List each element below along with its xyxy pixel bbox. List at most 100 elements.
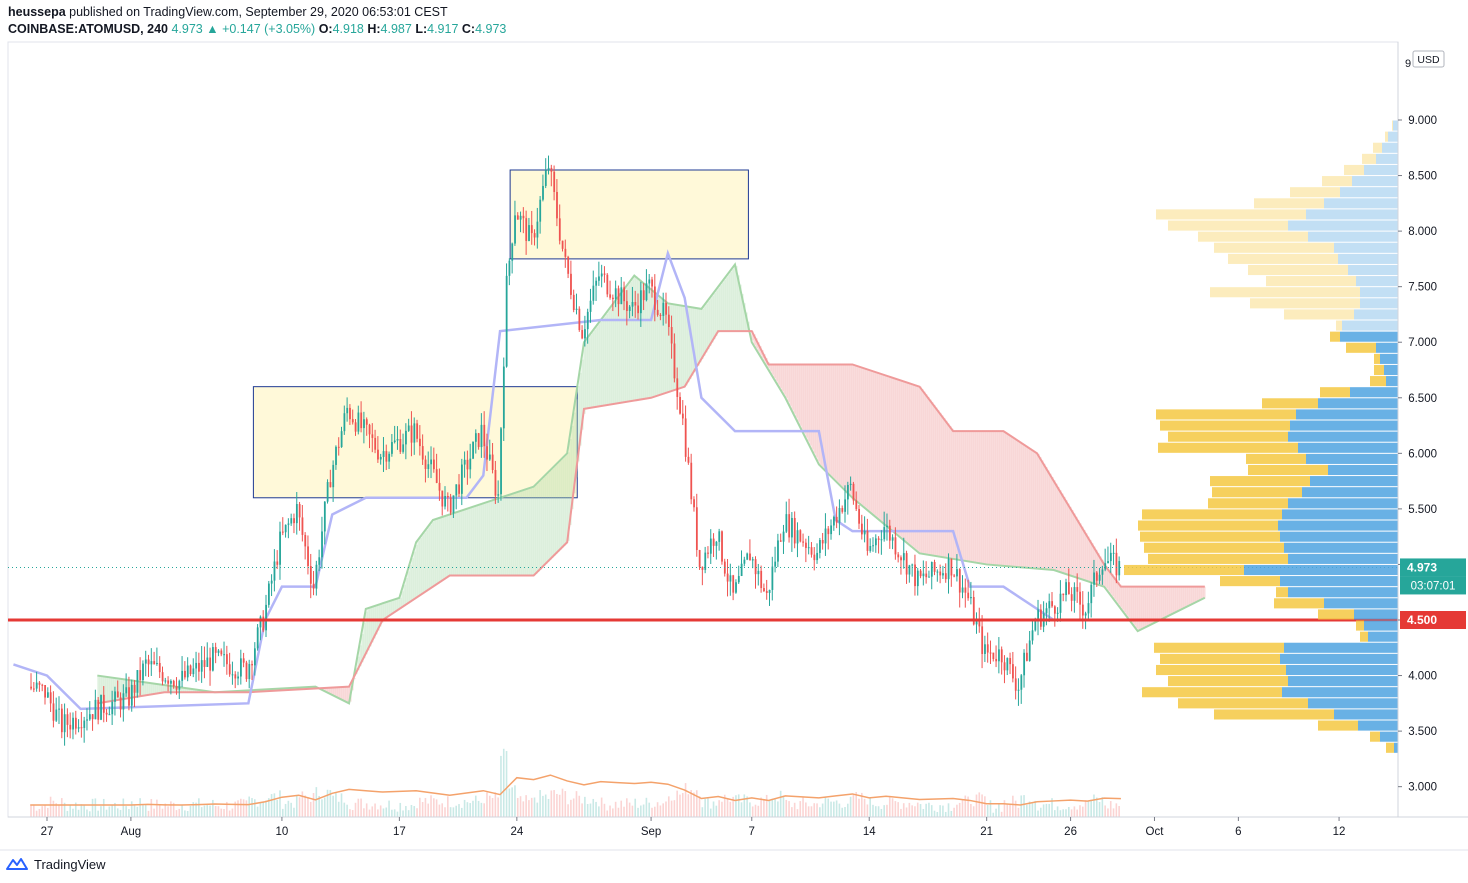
x-tick-label: 6	[1235, 826, 1241, 838]
candle	[1062, 593, 1065, 602]
cloud-slice	[1103, 563, 1106, 587]
volume-bar	[357, 798, 360, 817]
cloud-slice	[1171, 586, 1174, 615]
candle	[589, 288, 592, 323]
volume-bar	[598, 806, 600, 817]
candle	[346, 397, 349, 422]
volume-bar	[880, 808, 883, 817]
cloud-slice	[841, 364, 844, 487]
volume-bar	[133, 804, 136, 817]
volume-bar	[323, 797, 326, 817]
candle	[735, 579, 737, 594]
candle-body	[273, 561, 276, 581]
volume-bar	[964, 795, 967, 817]
volume-bar	[586, 803, 589, 817]
candle-body	[883, 527, 886, 540]
cloud-slice	[633, 276, 636, 401]
candle	[740, 550, 743, 577]
candle-body	[245, 662, 248, 680]
candle-body	[63, 714, 66, 733]
candle-body	[1101, 569, 1104, 575]
volume-bar	[528, 800, 530, 817]
cloud-slice	[1157, 586, 1160, 622]
cloud-slice	[891, 377, 894, 530]
cloud-slice	[577, 386, 580, 462]
volume-bar	[944, 811, 947, 817]
volume-bar	[175, 810, 178, 817]
cloud-slice	[1083, 530, 1086, 580]
vp-up-bar	[1356, 276, 1398, 287]
candle-body	[256, 627, 259, 649]
volume-bar	[911, 805, 913, 817]
vp-up-bar	[1348, 264, 1398, 276]
cloud-slice	[571, 425, 574, 510]
volume-bar	[119, 809, 122, 817]
vp-down-bar	[1346, 342, 1376, 353]
volume-bar	[821, 803, 824, 817]
candle	[458, 474, 460, 498]
cloud-slice	[1185, 586, 1188, 608]
cloud-slice	[409, 564, 412, 603]
volume-bar	[1109, 801, 1112, 817]
cloud-slice	[817, 364, 820, 462]
candle	[237, 671, 240, 686]
volume-bar	[262, 801, 264, 817]
volume-bar	[617, 807, 620, 817]
cloud-slice	[1115, 579, 1118, 602]
cloud-slice	[517, 492, 520, 576]
cloud-slice	[383, 603, 386, 620]
volume-bar	[634, 798, 637, 817]
volume-bar	[139, 798, 141, 817]
candle	[315, 560, 318, 596]
volume-bar	[712, 801, 715, 817]
candle-body	[751, 559, 754, 561]
cloud-slice	[361, 634, 364, 663]
candle-body	[956, 569, 958, 577]
candle-body	[1009, 658, 1012, 665]
volume-bar	[1118, 806, 1120, 817]
cloud-slice	[1063, 496, 1066, 574]
candle	[1040, 604, 1042, 630]
price-axis-bg	[1399, 42, 1468, 817]
volume-bar	[942, 805, 944, 817]
support-price-tag	[1400, 610, 1466, 629]
candle	[570, 260, 572, 300]
candle	[852, 481, 855, 505]
volume-bar	[421, 802, 424, 817]
cloud-slice	[881, 374, 884, 522]
candle-body	[922, 573, 925, 577]
cloud-slice	[945, 420, 948, 558]
cloud-slice	[939, 412, 942, 557]
cloud-slice	[1141, 586, 1144, 630]
volume-bar	[995, 808, 997, 817]
candle-body	[869, 546, 872, 551]
tradingview-footer[interactable]: TradingView	[6, 855, 106, 873]
volume-bar	[399, 802, 402, 817]
candle	[595, 277, 598, 301]
cloud-slice	[445, 515, 448, 579]
volume-bar	[231, 808, 234, 817]
volume-bar	[726, 798, 729, 817]
volume-bar	[228, 810, 231, 817]
candle	[206, 642, 209, 668]
candle-body	[337, 446, 340, 448]
volume-bar	[1093, 794, 1095, 817]
cloud-slice	[1023, 444, 1026, 568]
candle	[606, 273, 609, 298]
cloud-slice	[579, 372, 582, 446]
cloud-slice	[367, 608, 370, 651]
candle	[550, 164, 553, 187]
volume-bar	[491, 798, 494, 817]
volume-bar	[477, 800, 480, 817]
candle-body	[995, 658, 998, 662]
volume-bar	[796, 809, 799, 817]
candle	[1045, 602, 1048, 626]
cloud-slice	[837, 364, 840, 483]
candle-body	[293, 518, 295, 524]
author-name[interactable]: heussepa	[8, 5, 66, 19]
vp-up-bar	[1340, 187, 1398, 198]
vp-up-bar	[1280, 653, 1398, 664]
candle-body	[276, 561, 279, 565]
vp-up-bar	[1360, 298, 1398, 309]
